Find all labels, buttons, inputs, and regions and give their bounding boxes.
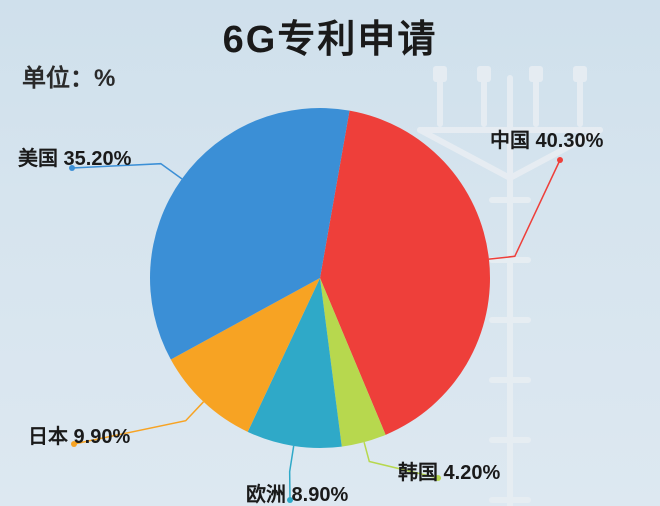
unit-label: 单位：% bbox=[22, 58, 115, 93]
label-korea: 韩国 4.20% bbox=[398, 456, 500, 485]
label-japan: 日本 9.90% bbox=[28, 420, 130, 449]
chart-stage: { "chart": { "type": "pie", "title": "6G… bbox=[0, 0, 660, 506]
chart-title: 6G专利申请 bbox=[223, 8, 438, 63]
label-usa: 美国 35.20% bbox=[18, 142, 131, 171]
label-china: 中国 40.30% bbox=[490, 124, 603, 153]
label-europe: 欧洲 8.90% bbox=[246, 478, 348, 506]
